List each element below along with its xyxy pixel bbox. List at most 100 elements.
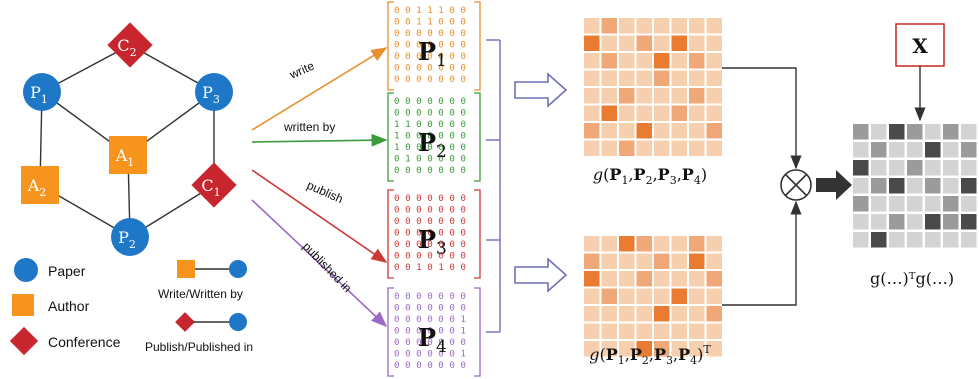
grid-cell — [689, 105, 705, 121]
product-grid-bottom — [584, 236, 722, 357]
grid-cell — [853, 232, 869, 248]
matrix-row: 0 0 0 0 0 0 0 — [394, 251, 466, 262]
grid-cell — [706, 236, 722, 252]
matrix-label: P4 — [418, 323, 447, 357]
node-label-base: A — [27, 176, 40, 195]
legend-write-paper-icon — [229, 260, 247, 278]
node-c1: C1 — [191, 162, 237, 208]
matrix-row: 0 0 0 0 0 0 1 — [394, 326, 466, 337]
legend: Paper Author Conference Write/Written by… — [9, 258, 253, 356]
matrix-row: 0 0 0 0 0 0 0 — [394, 193, 466, 204]
grid-cell — [889, 160, 905, 176]
grid-cell — [671, 105, 687, 121]
grid-cell — [671, 271, 687, 287]
grid-cell — [671, 35, 687, 51]
grid-cell — [636, 18, 652, 34]
matrix-row: 0 0 0 0 0 0 0 — [394, 228, 466, 239]
grid-cell — [584, 271, 600, 287]
multiply-operator-icon — [780, 169, 812, 201]
matrix-row: 0 0 0 0 0 0 1 — [394, 314, 466, 325]
matrix-label: P3 — [418, 225, 447, 259]
matrix-row: 0 0 0 0 0 0 0 — [394, 216, 466, 227]
legend-conference-label: Conference — [48, 334, 121, 350]
grid-cell — [853, 142, 869, 158]
grid-cell — [636, 140, 652, 156]
product-grid-top — [584, 18, 722, 156]
grid-cell — [671, 70, 687, 86]
grid-cell — [943, 178, 959, 194]
grid-cell — [619, 253, 635, 269]
grid-cell — [689, 70, 705, 86]
grid-cell — [907, 124, 923, 140]
feature-box: X — [895, 23, 945, 122]
matrix-row: 0 0 0 0 0 0 0 — [394, 96, 466, 107]
grid-cell — [584, 18, 600, 34]
grid-cell — [689, 88, 705, 104]
matrix-row: 1 0 0 0 0 0 0 — [394, 131, 466, 142]
grid-cell — [584, 70, 600, 86]
grid-cell — [961, 232, 977, 248]
grid-cell — [654, 53, 670, 69]
grid-cell — [943, 160, 959, 176]
grid-cell — [907, 178, 923, 194]
grid-cell — [961, 196, 977, 212]
grid-cell — [584, 88, 600, 104]
node-label-sub: 1 — [214, 186, 221, 199]
node-label: A1 — [115, 146, 135, 169]
relation-arrows — [251, 47, 388, 328]
grid-cell — [636, 105, 652, 121]
grid-cell — [706, 18, 722, 34]
node-label: P3 — [202, 83, 220, 106]
grid-cell — [584, 105, 600, 121]
grid-cell — [636, 123, 652, 139]
matrix-bracket — [486, 39, 501, 333]
grid-cell — [601, 105, 617, 121]
grid-cell — [654, 70, 670, 86]
grid-cell — [671, 306, 687, 322]
node-label-sub: 2 — [130, 46, 137, 59]
grid-cell — [706, 341, 722, 357]
grid-cell — [654, 306, 670, 322]
grid-cell — [671, 123, 687, 139]
grid-cell — [689, 53, 705, 69]
grid-cell — [584, 288, 600, 304]
published-in-label: published in — [300, 239, 355, 295]
grid-cell — [943, 196, 959, 212]
grid-cell — [654, 35, 670, 51]
grid-cell — [601, 253, 617, 269]
grid-cell — [636, 271, 652, 287]
grid-cell — [689, 123, 705, 139]
node-label: A2 — [27, 176, 47, 199]
grid-cell — [671, 18, 687, 34]
legend-conference-icon — [9, 326, 39, 356]
grid-cell — [706, 271, 722, 287]
matrix-row: 0 0 0 0 0 0 0 — [394, 74, 466, 85]
write-label: write — [287, 59, 317, 83]
grid-cell — [925, 178, 941, 194]
grid-cell — [853, 178, 869, 194]
grid-cell — [706, 123, 722, 139]
node-label-sub: 2 — [129, 238, 136, 251]
grid-cell — [619, 88, 635, 104]
matrix-row: 1 0 0 0 0 0 0 — [394, 142, 466, 153]
grid-cell — [706, 323, 722, 339]
multiply-connectors — [722, 67, 802, 306]
grid-cell — [654, 105, 670, 121]
grid-cell — [584, 236, 600, 252]
grid-cell — [706, 53, 722, 69]
grid-cell — [706, 88, 722, 104]
grid-cell — [654, 271, 670, 287]
grid-cell — [961, 124, 977, 140]
output-arrow-icon — [816, 170, 852, 200]
legend-write-author-icon — [177, 260, 195, 278]
matrix-3: 0 0 0 0 0 0 00 0 0 0 0 0 00 0 0 0 0 0 00… — [387, 189, 481, 279]
node-label-base: A — [115, 146, 128, 165]
grid-cell — [601, 123, 617, 139]
node-p3: P3 — [195, 73, 233, 111]
node-a1: A1 — [109, 136, 147, 174]
grid-cell — [601, 271, 617, 287]
grid-cell — [584, 140, 600, 156]
node-label-base: C — [117, 36, 129, 55]
grid-cell — [671, 236, 687, 252]
hollow-arrow-bottom — [514, 257, 568, 293]
